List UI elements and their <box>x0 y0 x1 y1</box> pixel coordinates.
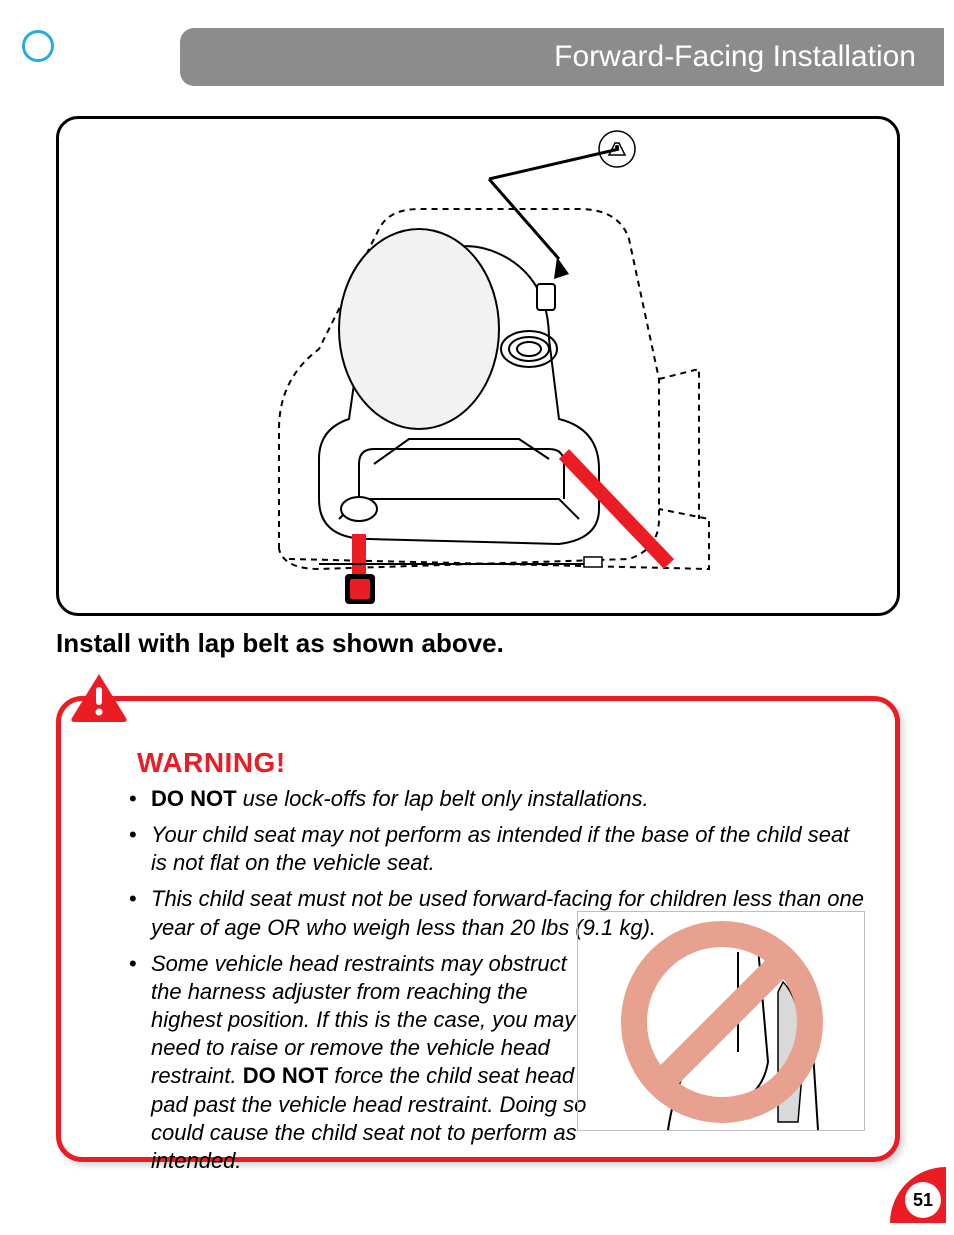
page-number-badge: 51 <box>890 1167 946 1223</box>
manual-page: Forward-Facing Installation <box>0 0 954 1235</box>
warning-item: DO NOT use lock-offs for lap belt only i… <box>151 785 869 813</box>
installation-figure <box>56 116 900 616</box>
warning-bold: DO NOT <box>243 1063 329 1088</box>
prohibit-figure <box>577 911 865 1131</box>
figure-caption: Install with lap belt as shown above. <box>56 628 504 659</box>
section-header: Forward-Facing Installation <box>180 28 944 86</box>
warning-title: WARNING! <box>137 747 869 779</box>
warning-box: WARNING! DO NOT use lock-offs for lap be… <box>56 696 900 1162</box>
warning-triangle-icon <box>70 672 128 722</box>
warning-item: Your child seat may not perform as inten… <box>151 821 869 877</box>
binder-hole-icon <box>22 30 54 62</box>
warning-bold: DO NOT <box>151 786 237 811</box>
warning-text: Your child seat may not perform as inten… <box>151 822 849 875</box>
prohibit-diagram <box>578 912 866 1132</box>
page-number: 51 <box>913 1190 933 1210</box>
warning-text: use lock-offs for lap belt only installa… <box>237 786 649 811</box>
carseat-diagram <box>59 119 900 616</box>
section-title: Forward-Facing Installation <box>554 40 916 74</box>
